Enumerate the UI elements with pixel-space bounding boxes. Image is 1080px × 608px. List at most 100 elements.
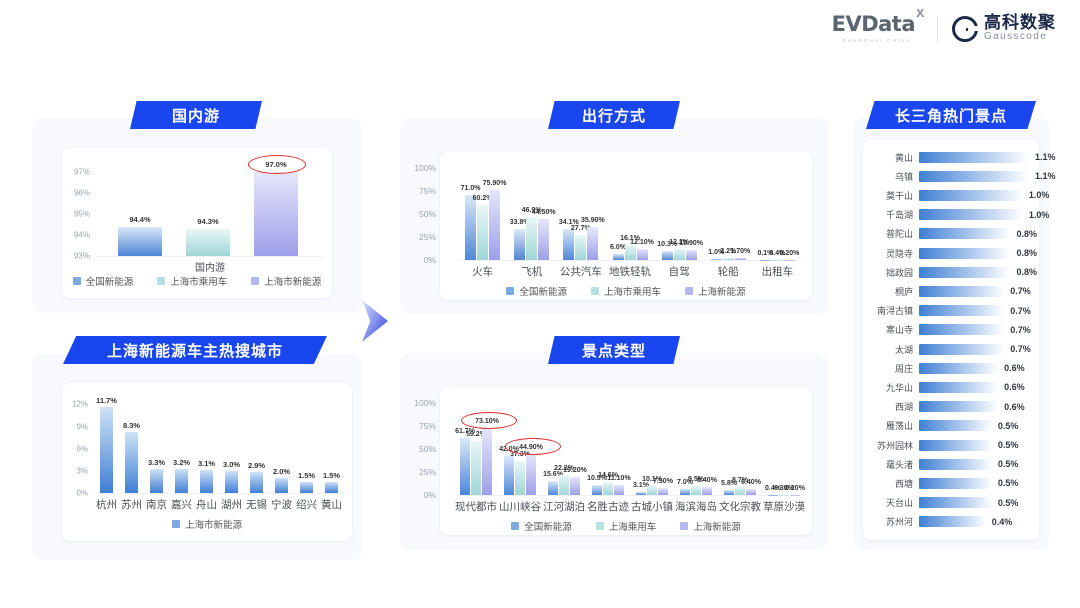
- list-item[interactable]: 苏州河 0.4%: [863, 513, 1031, 531]
- rank-bar-雁荡山: [919, 420, 992, 432]
- bar-value-2-1: 27.7%: [570, 224, 591, 232]
- gausscode-logo: 高科数聚 Gausscode: [952, 14, 1056, 42]
- legend-item-1[interactable]: 上海市乘用车: [157, 274, 227, 288]
- list-item[interactable]: 拙政园 0.8%: [863, 263, 1037, 281]
- list-item[interactable]: 乌镇 1.1%: [863, 167, 1056, 185]
- rank-bar-莫干山: [919, 189, 1023, 201]
- bar-value-3-0: 6.0%: [610, 244, 626, 252]
- list-item[interactable]: 西湖 0.6%: [863, 398, 1031, 416]
- bar-value-0-1: 60.2%: [472, 194, 493, 202]
- rank-bar-周庄: [919, 362, 999, 374]
- legend-item-1[interactable]: 上海乘用车: [595, 519, 656, 533]
- rank-track-8: 0.7%: [919, 305, 1031, 317]
- rank-name-3: 千岛湖: [885, 210, 913, 221]
- panel-domestic: 93% 94% 95% 96% 97% 94.4% 94.3% 97.0% 国内游 全国新能源 上海…: [32, 118, 362, 313]
- legend-swatch-2: [685, 287, 693, 295]
- legend-item-0[interactable]: 全国新能源: [506, 284, 567, 298]
- panel-hotcities: 0% 3% 6% 9% 12% 11.7% 杭州 8.3% 苏州 3.3% 南京 3.2% 嘉兴 3.1%…: [32, 355, 362, 560]
- rank-track-18: 0.5%: [919, 497, 1031, 509]
- list-item[interactable]: 雁荡山 0.5%: [863, 417, 1031, 435]
- bar-轮船-上海新能源: [734, 258, 746, 260]
- legend-item-2[interactable]: 上海新能源: [685, 284, 746, 298]
- x-category-6: 无锡: [246, 499, 267, 511]
- list-item[interactable]: 灵隐寺 0.8%: [863, 244, 1037, 262]
- legend-swatch-0: [171, 520, 180, 528]
- x-category-5: 轮船: [717, 266, 739, 278]
- legend-swatch-0: [506, 287, 515, 295]
- legend-item-0[interactable]: 上海市新能源: [171, 517, 242, 531]
- list-item[interactable]: 黄山 1.1%: [863, 148, 1056, 166]
- evdata-name: EVData: [831, 12, 916, 36]
- bar-value-0-1: 59.2%: [466, 430, 486, 438]
- list-item[interactable]: 苏州园林 0.5%: [863, 436, 1031, 454]
- bar-自驾-上海市乘用车: [673, 248, 685, 260]
- rank-track-7: 0.7%: [919, 285, 1031, 297]
- y-tick-9%: 9%: [76, 422, 88, 432]
- rank-value-13: 0.6%: [1004, 401, 1025, 412]
- bar-文化宗教-上海新能源: [746, 489, 756, 495]
- list-item[interactable]: 周庄 0.6%: [863, 359, 1031, 377]
- list-item[interactable]: 南浔古镇 0.7%: [863, 302, 1031, 320]
- rank-track-16: 0.5%: [919, 458, 1031, 470]
- rank-name-17: 西塘: [894, 478, 913, 489]
- flow-arrow-icon: [362, 300, 388, 342]
- rank-value-4: 0.8%: [1016, 228, 1037, 239]
- list-item[interactable]: 九华山 0.6%: [863, 378, 1031, 396]
- bar-轮船-上海市乘用车: [722, 257, 734, 260]
- list-item[interactable]: 普陀山 0.8%: [863, 225, 1037, 243]
- legend-item-0[interactable]: 全国新能源: [72, 274, 134, 288]
- legend-label-2: 上海新能源: [693, 522, 741, 533]
- bar-value-7-2: 0.20%: [785, 484, 805, 492]
- panel-yrdspots: 黄山 1.1% 乌镇 1.1% 莫干山 1.0% 千岛湖 1.0% 普陀山 0.8% 灵隐寺 0.8%…: [853, 118, 1056, 550]
- list-item[interactable]: 寒山寺 0.7%: [863, 321, 1031, 339]
- rank-track-2: 1.0%: [919, 189, 1049, 201]
- legend-item-2[interactable]: 上海新能源: [680, 519, 741, 533]
- list-item[interactable]: 桐庐 0.7%: [863, 282, 1031, 300]
- bar-古城小镇-上海新能源: [658, 488, 668, 495]
- legend-label-0: 全国新能源: [85, 277, 134, 288]
- rank-track-13: 0.6%: [919, 401, 1031, 413]
- bar-江河湖泊-全国新能源: [548, 480, 558, 495]
- evdata-superscript: X: [916, 7, 924, 20]
- bar-山川峡谷-上海新能源: [526, 453, 536, 495]
- bar-value-4-0: 3.1%: [633, 482, 649, 490]
- rank-name-13: 西湖: [894, 402, 913, 413]
- y-tick-0%: 0%: [423, 490, 436, 500]
- list-item[interactable]: 西塘 0.5%: [863, 474, 1031, 492]
- ribbon-hotcities: 上海新能源车主热搜城市: [63, 336, 327, 364]
- bar-value-8: 1.5%: [297, 470, 316, 480]
- bar-value-5-1: 9.5%: [688, 476, 704, 484]
- x-category-7: 草原沙漠: [763, 501, 805, 513]
- ribbon-yrdspots: 长三角热门景点: [866, 101, 1036, 129]
- legend-label-2: 上海新能源: [698, 287, 746, 298]
- rank-name-2: 莫干山: [885, 190, 913, 201]
- rank-value-18: 0.5%: [997, 497, 1019, 508]
- list-item[interactable]: 千岛湖 1.0%: [863, 206, 1049, 224]
- gausscode-name-cn: 高科数聚: [984, 13, 1056, 33]
- rank-bar-拙政园: [919, 266, 1011, 278]
- rank-name-0: 黄山: [894, 152, 913, 163]
- list-item[interactable]: 天台山 0.5%: [863, 494, 1031, 512]
- rank-bar-普陀山: [919, 228, 1011, 240]
- bar-value-4: 3.1%: [197, 459, 216, 469]
- rank-value-5: 0.8%: [1016, 248, 1037, 258]
- legend-item-2[interactable]: 上海市新能源: [251, 274, 321, 288]
- legend-label-2: 上海市新能源: [264, 277, 322, 288]
- legend-swatch-2: [251, 277, 260, 285]
- list-item[interactable]: 鼋头渚 0.5%: [863, 455, 1031, 473]
- bar-江河湖泊-上海新能源: [570, 477, 580, 495]
- bar-飞机-全国新能源: [514, 228, 526, 260]
- panel-travelmode: 0% 25% 50% 75% 100% 71.0% 60.2% 75.90% 火车 33.8% 46…: [400, 118, 828, 314]
- axis-baseline: [94, 493, 344, 494]
- chart-domestic: 93% 94% 95% 96% 97% 94.4% 94.3% 97.0% 国内游 全国新能源 上海…: [62, 148, 332, 298]
- list-item[interactable]: 莫干山 1.0%: [863, 186, 1049, 204]
- bar-地铁轻轨-全国新能源: [612, 254, 624, 260]
- rank-track-9: 0.7%: [919, 324, 1031, 336]
- bar-文化宗教-全国新能源: [724, 489, 734, 495]
- list-item[interactable]: 太湖 0.7%: [863, 340, 1031, 358]
- legend-item-1[interactable]: 上海市乘用车: [590, 284, 661, 298]
- rank-track-4: 0.8%: [919, 228, 1037, 240]
- legend-item-0[interactable]: 全国新能源: [511, 519, 572, 533]
- bar-value-4-2: 10.90%: [679, 239, 704, 247]
- bar-value-2-2: 19.20%: [563, 467, 587, 475]
